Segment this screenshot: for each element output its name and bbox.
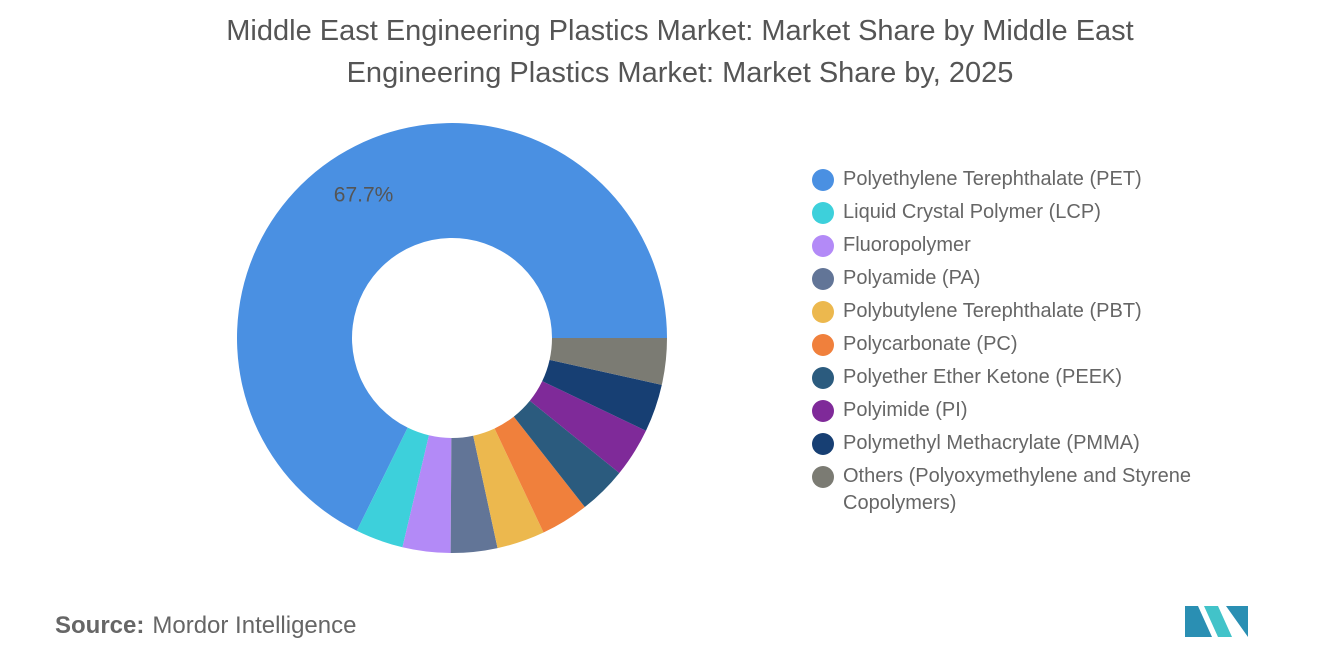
legend-item: Liquid Crystal Polymer (LCP) bbox=[812, 199, 1242, 226]
donut-slice bbox=[529, 381, 646, 473]
legend-swatch bbox=[812, 466, 834, 488]
donut-slice bbox=[513, 400, 620, 508]
legend-label: Fluoropolymer bbox=[843, 234, 971, 256]
legend-swatch bbox=[812, 334, 834, 356]
legend: Polyethylene Terephthalate (PET) Liquid C… bbox=[812, 166, 1242, 523]
legend-swatch bbox=[812, 367, 834, 389]
legend-swatch bbox=[812, 268, 834, 290]
donut-slice bbox=[494, 416, 585, 533]
source-text: Mordor Intelligence bbox=[152, 612, 357, 639]
legend-item: Polyamide (PA) bbox=[812, 265, 1242, 292]
legend-swatch bbox=[812, 433, 834, 455]
legend-item: Polybutylene Terephthalate (PBT) bbox=[812, 298, 1242, 325]
legend-label: Polyimide (PI) bbox=[843, 399, 968, 421]
legend-swatch bbox=[812, 301, 834, 323]
legend-item: Fluoropolymer bbox=[812, 232, 1242, 259]
legend-item: Polycarbonate (PC) bbox=[812, 331, 1242, 358]
logo bbox=[1185, 606, 1248, 637]
donut-slice bbox=[450, 435, 498, 553]
legend-label: Liquid Crystal Polymer (LCP) bbox=[843, 201, 1101, 223]
donut-slice bbox=[402, 435, 452, 553]
legend-label: Polyether Ether Ketone (PEEK) bbox=[843, 366, 1123, 388]
legend-label: Polyethylene Terephthalate (PET) bbox=[843, 168, 1142, 190]
legend-item: Polyether Ether Ketone (PEEK) bbox=[812, 364, 1242, 391]
donut-slice bbox=[473, 428, 544, 549]
legend-item: Polyethylene Terephthalate (PET) bbox=[812, 166, 1242, 193]
legend-label: Polybutylene Terephthalate (PBT) bbox=[843, 300, 1142, 322]
legend-swatch bbox=[812, 169, 834, 191]
legend-swatch bbox=[812, 400, 834, 422]
legend-label: Polyamide (PA) bbox=[843, 267, 981, 289]
legend-swatch bbox=[812, 202, 834, 224]
chart-title: Middle East Engineering Plastics Market:… bbox=[226, 15, 1134, 89]
legend-label: Polymethyl Methacrylate (PMMA) bbox=[843, 432, 1140, 454]
legend-item: Others (Polyoxymethylene and Styrene Cop… bbox=[812, 463, 1242, 517]
legend-swatch bbox=[812, 235, 834, 257]
donut-slice bbox=[549, 338, 667, 385]
donut-slice bbox=[542, 359, 662, 431]
legend-label: Polycarbonate (PC) bbox=[843, 333, 1018, 355]
donut-slice bbox=[237, 122, 668, 531]
source-label: Source: bbox=[55, 612, 145, 639]
source: Source: Mordor Intelligence bbox=[55, 612, 356, 640]
data-label: 67.7% bbox=[334, 183, 394, 206]
legend-item: Polymethyl Methacrylate (PMMA) bbox=[812, 430, 1242, 457]
legend-label: Others (Polyoxymethylene and Styrene Cop… bbox=[843, 465, 1191, 514]
legend-item: Polyimide (PI) bbox=[812, 397, 1242, 424]
donut-slice bbox=[356, 427, 429, 548]
